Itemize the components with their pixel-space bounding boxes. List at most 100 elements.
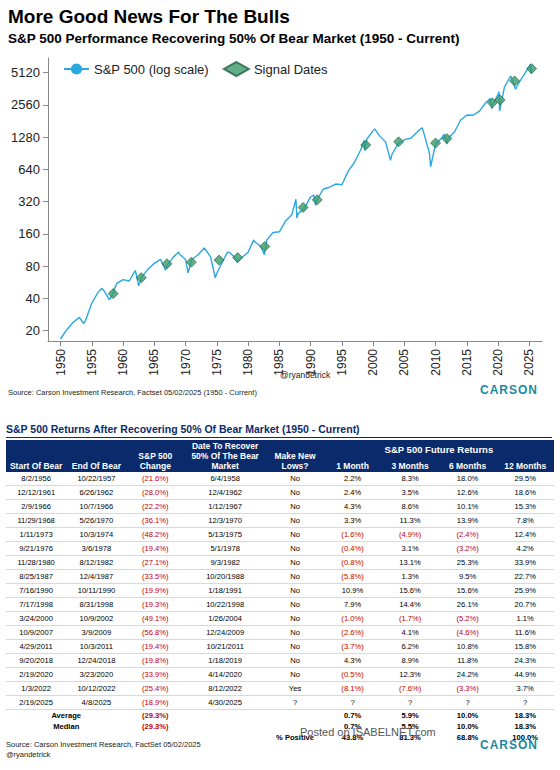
html-text:No: No [290,474,300,483]
svg-text:20: 20 [26,323,40,338]
html-text:Make New Lows?: Make New Lows? [274,451,316,471]
html-text:3.5%: 3.5% [401,488,419,497]
html-text:9/21/1976: 9/21/1976 [19,544,53,553]
html-text:5/26/1970: 5/26/1970 [79,516,114,525]
html-text:6 Months: 6 Months [449,461,487,471]
svg-text:1280: 1280 [11,130,40,145]
html-text:S&P 500 Returns After Recoveri: S&P 500 Returns After Recovering 50% Of … [6,423,360,435]
html-text:S&P 500 Change: S&P 500 Change [138,451,173,471]
html-text:12/3/1970: 12/3/1970 [208,516,242,525]
html-text:8.6%: 8.6% [401,502,419,511]
html-text:More Good News For The Bulls: More Good News For The Bulls [8,6,290,27]
html-text:12 Months: 12 Months [504,461,547,471]
html-text:3.3%: 3.3% [343,516,362,525]
html-text:8.3%: 8.3% [401,474,419,483]
html-text:10/3/1974: 10/3/1974 [79,530,114,539]
html-text:2/9/1966: 2/9/1966 [21,502,51,511]
html-text:S&P 500 Performance Recovering: S&P 500 Performance Recovering 50% Of Be… [8,31,460,46]
svg-text:1955: 1955 [85,349,99,376]
html-text:S&P 500 Future Returns: S&P 500 Future Returns [384,443,494,455]
svg-text:1985: 1985 [272,349,287,376]
svg-text:40: 40 [26,291,40,306]
html-text:12/4/1962: 12/4/1962 [208,488,242,497]
html-text:1 Month: 1 Month [336,461,369,471]
html-text:(0.4%): (0.4%) [341,544,364,553]
html-text:3 Months: 3 Months [391,461,429,471]
html-text:15.3%: 15.3% [514,502,536,511]
html-text:10/7/1966: 10/7/1966 [79,502,114,511]
html-text:11.3%: 11.3% [399,516,421,525]
html-text:13.9%: 13.9% [456,516,479,525]
html-text:(28.0%): (28.0%) [142,488,169,497]
html-text:(1.6%): (1.6%) [341,530,364,539]
html-text:No: No [290,530,300,539]
html-text:11/28/1980: 11/28/1980 [17,558,55,567]
html-text:12/12/1961: 12/12/1961 [17,488,56,497]
svg-text:160: 160 [18,226,40,241]
html-text:29.5%: 29.5% [514,474,536,483]
html-text:(21.6%): (21.6%) [142,474,169,483]
svg-text:2020: 2020 [491,349,505,376]
html-text:End Of Bear: End Of Bear [71,461,121,471]
svg-text:1960: 1960 [116,349,130,376]
html-text:2.4%: 2.4% [343,488,362,497]
html-text:CARSON: CARSON [480,738,538,752]
html-text:(36.1%): (36.1%) [142,516,169,525]
svg-text:320: 320 [18,194,40,209]
html-text:(4.9%): (4.9%) [398,530,422,539]
html-text:No: No [290,502,300,511]
html-text:12.6%: 12.6% [456,488,479,497]
html-text:(22.2%): (22.2%) [142,502,169,511]
html-text:1/11/1973: 1/11/1973 [19,530,53,539]
html-text:Source: Carson Investment Rese: Source: Carson Investment Research, Fact… [8,388,257,397]
html-text:(2.4%): (2.4%) [456,530,479,539]
html-text:(48.2%): (48.2%) [142,530,169,539]
html-text:12.4%: 12.4% [514,530,536,539]
svg-text:80: 80 [26,259,40,274]
svg-text:2015: 2015 [460,349,474,376]
svg-text:1990: 1990 [303,349,318,376]
html-text:18.6%: 18.6% [514,488,536,497]
svg-text:1995: 1995 [335,349,349,376]
svg-text:1970: 1970 [179,349,193,376]
html-text:Posted on ISABELNET.com: Posted on ISABELNET.com [300,726,436,738]
html-text:1/12/1967: 1/12/1967 [208,502,242,511]
svg-text:1975: 1975 [210,349,224,376]
svg-text:2000: 2000 [366,349,380,376]
html-text:5/13/1975: 5/13/1975 [208,530,242,539]
svg-text:2025: 2025 [522,349,536,376]
html-text:8/2/1956: 8/2/1956 [21,474,51,483]
html-text:6/4/1958: 6/4/1958 [210,474,240,483]
svg-text:2005: 2005 [397,349,411,376]
html-text:3.1%: 3.1% [401,544,419,553]
html-text:11/29/1968: 11/29/1968 [17,516,55,525]
html-text:Start Of Bear: Start Of Bear [9,461,63,471]
html-text:10.1%: 10.1% [456,502,479,511]
svg-text:1965: 1965 [147,349,161,376]
svg-text:2010: 2010 [429,349,443,376]
svg-text:1980: 1980 [241,349,255,376]
svg-text:S&P 500 (log scale): S&P 500 (log scale) [94,62,209,77]
html-text:7.8%: 7.8% [516,516,534,525]
html-text:10/22/1957: 10/22/1957 [77,474,116,483]
html-text:3/6/1978: 3/6/1978 [81,544,112,553]
svg-text:Signal Dates: Signal Dates [254,62,328,77]
svg-text:5120: 5120 [11,65,40,80]
html-text:4.2%: 4.2% [516,544,534,553]
svg-text:1950: 1950 [54,349,68,376]
html-text:(19.4%): (19.4%) [142,544,169,553]
html-text:(3.2%): (3.2%) [456,544,479,553]
svg-text:2560: 2560 [11,97,40,112]
html-text:No: No [290,516,300,525]
html-text:No: No [290,544,300,553]
html-text:@ryandetrick: @ryandetrick [280,370,331,380]
html-text:No: No [290,488,300,497]
html-text:4.3%: 4.3% [343,502,362,511]
html-text:CARSON: CARSON [480,383,538,397]
html-text:6/26/1962: 6/26/1962 [79,488,114,497]
svg-text:640: 640 [18,162,40,177]
html-text:18.0%: 18.0% [456,474,479,483]
html-text:2.2%: 2.2% [343,474,362,483]
html-text:5/1/1978: 5/1/1978 [210,544,240,553]
html-text:Date To Recover 50% Of The Bea: Date To Recover 50% Of The Bear Market [191,441,259,471]
